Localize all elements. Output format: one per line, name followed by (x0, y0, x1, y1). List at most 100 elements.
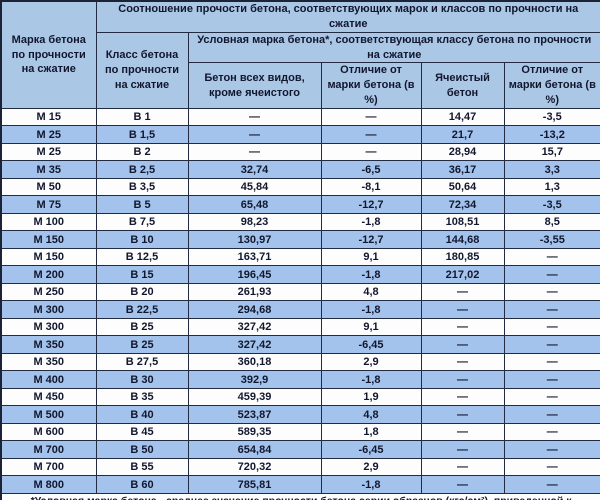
cell: — (420, 440, 505, 459)
cell: 1,8 (320, 422, 422, 442)
cell: М 200 (0, 265, 97, 284)
cell: М 400 (0, 370, 97, 389)
cell: -1,8 (320, 475, 422, 494)
cell: -6,45 (320, 440, 422, 459)
cell: — (503, 247, 600, 267)
cell: М 50 (0, 177, 97, 197)
table-row: М 700 В 50 654,84 -6,45— — (0, 440, 600, 459)
cell: -3,55 (503, 230, 600, 249)
cell: 459,39 (187, 387, 322, 407)
cell: 294,68 (187, 300, 322, 319)
cell: М 25 (0, 142, 97, 162)
cell: М 500 (0, 405, 97, 424)
table-row: М 15 В 1— —14,47 -3,5 (0, 107, 600, 127)
cell: — (503, 317, 600, 337)
cell: М 300 (0, 300, 97, 319)
cell: 654,84 (187, 440, 322, 459)
cell: В 12,5 (95, 247, 189, 267)
cell: В 35 (95, 387, 189, 407)
cell: 21,7 (420, 125, 505, 144)
cell: 327,42 (187, 335, 322, 354)
cell: — (503, 265, 600, 284)
table-row: М 25 В 1,5— —21,7 -13,2 (0, 125, 600, 144)
cell: В 40 (95, 405, 189, 424)
cell: -1,8 (320, 212, 422, 232)
cell: — (420, 405, 505, 424)
cell: 1,9 (320, 387, 422, 407)
cell: 360,18 (187, 352, 322, 372)
cell: 785,81 (187, 475, 322, 494)
cell: 50,64 (420, 177, 505, 197)
cell: М 250 (0, 282, 97, 302)
cell: В 1 (95, 107, 189, 127)
cell: М 25 (0, 125, 97, 144)
cell: -6,45 (320, 335, 422, 354)
cell: — (420, 282, 505, 302)
table-row: М 700 В 55 720,32 2,9— — (0, 457, 600, 477)
cell: В 10 (95, 230, 189, 249)
table-row: М 50 В 3,5 45,84 -8,1 50,64 1,3 (0, 177, 600, 197)
cell: 2,9 (320, 457, 422, 477)
cell: 1,3 (503, 177, 600, 197)
header-top-span: Соотношение прочости бетона, соответству… (95, 0, 600, 33)
cell: 36,17 (420, 160, 505, 179)
cell: — (420, 475, 505, 494)
cell: 45,84 (187, 177, 322, 197)
cell: — (503, 475, 600, 494)
cell: 4,8 (320, 405, 422, 424)
table-row: М 400 В 30 392,9 -1,8— — (0, 370, 600, 389)
cell: — (420, 370, 505, 389)
cell: 217,02 (420, 265, 505, 284)
cell: 144,68 (420, 230, 505, 249)
cell: В 5 (95, 195, 189, 214)
cell: 180,85 (420, 247, 505, 267)
header-grade-column: Марка бетона по прочности на сжатие (0, 0, 97, 109)
cell: 720,32 (187, 457, 322, 477)
cell: — (420, 300, 505, 319)
cell: 523,87 (187, 405, 322, 424)
cell: — (187, 125, 322, 144)
header-sub-span: Условная марка бетона*, соответствующая … (187, 31, 600, 64)
table-row: М 350 В 25 327,42 -6,45— — (0, 335, 600, 354)
cell: 392,9 (187, 370, 322, 389)
cell: 14,47 (420, 107, 505, 127)
cell: — (320, 107, 422, 127)
table-header: Марка бетона по прочности на сжатие Соот… (0, 0, 600, 109)
cell: -3,5 (503, 195, 600, 214)
cell: М 350 (0, 352, 97, 372)
cell: 130,97 (187, 230, 322, 249)
table-row: М 600 В 45 589,35 1,8— — (0, 422, 600, 442)
table-row: М 100 В 7,5 98,23 -1,8 108,51 8,5 (0, 212, 600, 232)
cell: 9,1 (320, 317, 422, 337)
header-all-types-column: Бетон всех видов, кроме ячеистого (187, 62, 322, 109)
cell: В 25 (95, 335, 189, 354)
table-row: М 75 В 5 65,48 -12,7 72,34 -3,5 (0, 195, 600, 214)
cell: В 2 (95, 142, 189, 162)
cell: М 15 (0, 107, 97, 127)
cell: 163,71 (187, 247, 322, 267)
table-row: М 450 В 35 459,39 1,9— — (0, 387, 600, 407)
cell: — (503, 405, 600, 424)
cell: М 450 (0, 387, 97, 407)
cell: В 27,5 (95, 352, 189, 372)
header-class-column: Класс бетона по прочности на сжатие (95, 31, 189, 109)
cell: М 150 (0, 247, 97, 267)
table-row: М 150 В 12,5 163,71 9,1 180,85— (0, 247, 600, 267)
cell: 3,3 (503, 160, 600, 179)
cell: В 7,5 (95, 212, 189, 232)
header-cellular-column: Ячеистый бетон (420, 62, 505, 109)
cell: 98,23 (187, 212, 322, 232)
cell: 28,94 (420, 142, 505, 162)
cell: — (187, 107, 322, 127)
table-row: М 25 В 2— —28,94 15,7 (0, 142, 600, 162)
cell: 327,42 (187, 317, 322, 337)
cell: -6,5 (320, 160, 422, 179)
cell: М 150 (0, 230, 97, 249)
cell: В 30 (95, 370, 189, 389)
cell: М 35 (0, 160, 97, 179)
cell: М 75 (0, 195, 97, 214)
cell: В 50 (95, 440, 189, 459)
cell: В 60 (95, 475, 189, 494)
cell: — (420, 387, 505, 407)
table-row: М 500 В 40 523,87 4,8— — (0, 405, 600, 424)
